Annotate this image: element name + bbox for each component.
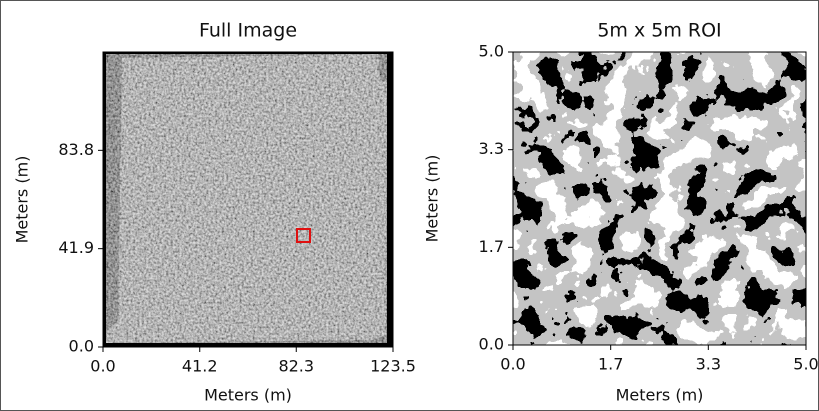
figure: Full Image Meters (m) Meters (m) 0.0 41.2 82.… [0, 0, 819, 411]
roi-image [513, 52, 806, 345]
y-axis-label: Meters (m) [423, 155, 442, 243]
x-axis-label: Meters (m) [616, 386, 704, 405]
x-tick-label: 5.0 [793, 355, 818, 374]
y-tick-label: 5.0 [479, 42, 504, 61]
y-tick-label: 1.7 [479, 237, 504, 256]
panel-title: 5m x 5m ROI [597, 20, 721, 42]
y-tick-label: 0.0 [69, 337, 94, 356]
y-axis-label: Meters (m) [13, 156, 32, 244]
x-tick-label: 1.7 [598, 355, 623, 374]
y-tick-label: 83.8 [58, 140, 94, 159]
full-image [106, 54, 387, 343]
x-axis-label: Meters (m) [204, 386, 292, 405]
x-tick-label: 123.5 [370, 357, 416, 376]
x-tick-label: 0.0 [90, 357, 115, 376]
y-tick-label: 0.0 [479, 335, 504, 354]
panel-title: Full Image [199, 20, 297, 42]
y-tick-label: 41.9 [58, 238, 94, 257]
x-tick-label: 41.2 [182, 357, 218, 376]
x-tick-label: 0.0 [500, 355, 525, 374]
x-tick-label: 82.3 [278, 357, 314, 376]
x-tick-label: 3.3 [696, 355, 721, 374]
y-tick-label: 3.3 [479, 139, 504, 158]
